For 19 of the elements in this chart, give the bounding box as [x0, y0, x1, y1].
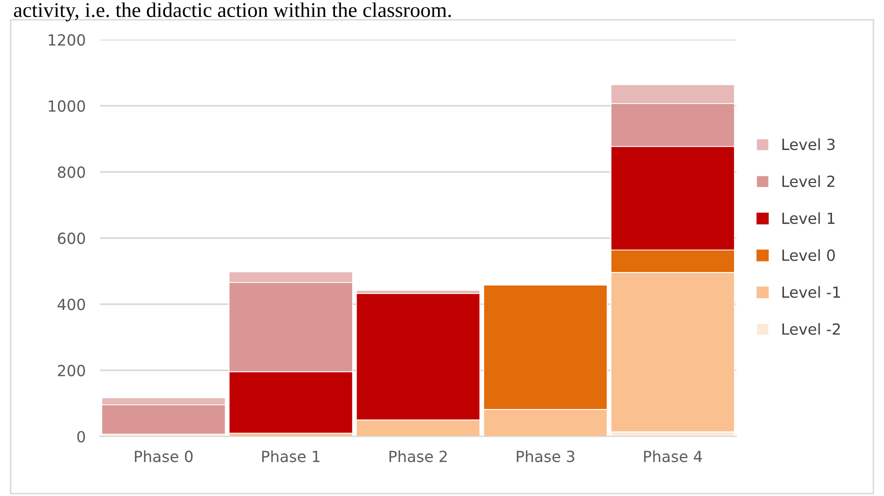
x-tick-label: Phase 3 [516, 450, 574, 462]
x-tick-label: Phase 4 [644, 450, 702, 462]
y-tick-label: 400 [58, 298, 85, 310]
y-tick-label: 0 [77, 430, 85, 442]
legend-label: Level 2 [782, 175, 834, 188]
legend-label: Level 1 [782, 212, 834, 224]
legend-label: Level -2 [782, 323, 840, 335]
legend-label: Level 3 [782, 138, 835, 150]
y-tick-label: 1200 [48, 34, 85, 46]
x-tick-label: Phase 2 [390, 450, 447, 462]
y-tick-label: 600 [58, 232, 85, 244]
x-tick-label: Phase 0 [134, 450, 193, 462]
y-tick-label: 1000 [48, 100, 85, 112]
y-tick-label: 200 [58, 364, 85, 376]
legend-label: Level 0 [782, 249, 835, 261]
y-tick-label: 800 [58, 166, 85, 178]
legend-label: Level -1 [782, 286, 840, 298]
x-tick-label: Phase 1 [262, 450, 320, 462]
text: activity, i.e. the didactic action within the classroom. [14, 2, 451, 22]
